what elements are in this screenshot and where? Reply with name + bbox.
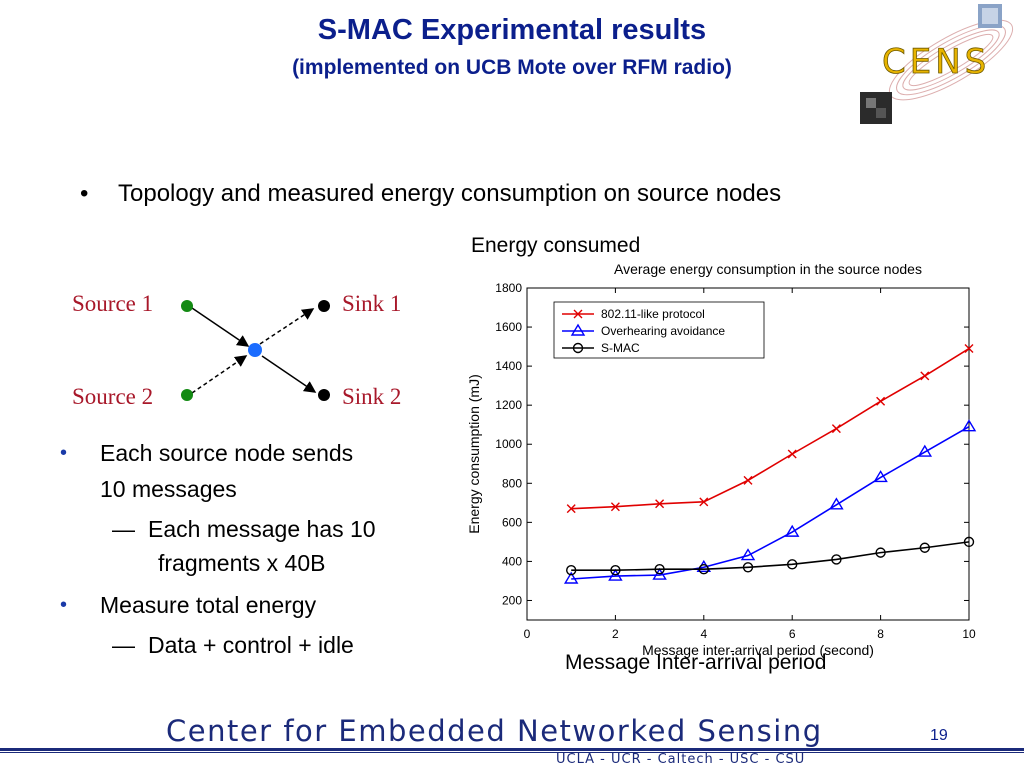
energy-chart: Average energy consumption in the source… — [466, 261, 977, 658]
series-line-0 — [571, 347, 970, 510]
sink2-label: Sink 2 — [342, 384, 402, 409]
legend-label: Overhearing avoidance — [601, 324, 725, 338]
data-point-series-2 — [742, 562, 754, 573]
data-point-series-0 — [610, 502, 620, 512]
data-point-series-0 — [831, 424, 841, 434]
y-axis-label: Energy consumption (mJ) — [466, 374, 482, 534]
source2-label: Source 2 — [72, 384, 154, 409]
data-point-series-2 — [963, 536, 975, 548]
data-point-series-0 — [699, 497, 709, 507]
data-point-series-1 — [917, 444, 933, 457]
x-tick-label: 6 — [789, 627, 796, 641]
y-tick-label: 400 — [502, 554, 522, 568]
data-point-series-2 — [654, 564, 665, 575]
bullet-dot: • — [60, 594, 68, 616]
link-relay-sink1 — [259, 308, 315, 345]
data-point-series-1 — [652, 567, 667, 580]
chart-heading: Energy consumed — [471, 234, 641, 257]
topology-links — [181, 300, 330, 401]
data-point-series-1 — [563, 571, 579, 584]
x-tick-label: 10 — [962, 627, 976, 641]
legend-box — [553, 301, 765, 359]
data-point-series-2 — [610, 565, 621, 576]
slide-subtitle: (implemented on UCB Mote over RFM radio) — [292, 56, 732, 79]
sink2-node — [318, 389, 330, 401]
data-point-series-1 — [784, 524, 800, 537]
source1-node — [181, 300, 193, 312]
x-tick-label: 8 — [877, 627, 884, 641]
y-tick-label: 600 — [502, 515, 522, 529]
data-point-series-2 — [831, 554, 842, 565]
bullet-2-text: Measure total energy — [100, 592, 317, 618]
data-point-series-2 — [875, 547, 886, 558]
cens-logo: CENS — [860, 4, 1014, 124]
chart-title: Average energy consumption in the source… — [614, 261, 922, 277]
x-tick-label: 0 — [524, 627, 531, 641]
sink1-node — [318, 300, 330, 312]
data-point-series-0 — [876, 396, 886, 406]
link-source2-relay — [191, 355, 248, 394]
legend-marker — [573, 309, 583, 319]
bullet-1-line1: Each source node sends — [100, 440, 354, 466]
sub-bullet-2-text: Data + control + idle — [148, 632, 354, 658]
sub-bullet-dash: — — [112, 632, 135, 658]
sink1-label: Sink 1 — [342, 291, 402, 316]
footer-title: Center for Embedded Networked Sensing — [166, 714, 823, 748]
bullet-symbol: • — [80, 180, 89, 207]
y-tick-label: 1400 — [495, 359, 522, 373]
y-tick-label: 1200 — [495, 398, 522, 412]
link-relay-sink2 — [261, 355, 317, 393]
data-point-series-2 — [919, 542, 930, 553]
page-number: 19 — [930, 727, 948, 744]
bullet-1-line2: 10 messages — [100, 476, 237, 502]
data-point-series-1 — [961, 419, 977, 432]
data-point-series-0 — [787, 449, 797, 459]
footer-divider-thin — [0, 752, 1024, 753]
legend-marker — [570, 323, 586, 336]
data-point-series-2 — [698, 564, 709, 575]
link-source1-relay — [191, 307, 250, 347]
source2-node — [181, 389, 193, 401]
x-tick-label: 4 — [700, 627, 707, 641]
data-point-series-0 — [655, 499, 665, 509]
topology-diagram: Source 1 Source 2 Sink 1 Sink 2 — [60, 280, 430, 420]
plot-frame — [526, 287, 970, 621]
y-tick-label: 1800 — [495, 281, 522, 295]
footer-subtitle: UCLA - UCR - Caltech - USC - CSU — [556, 752, 806, 767]
logo-text: CENS — [882, 42, 990, 82]
sub-bullet-1-line1: Each message has 10 — [148, 516, 376, 542]
sub-bullet-dash: — — [112, 516, 135, 542]
y-tick-label: 200 — [502, 593, 522, 607]
data-point-series-2 — [787, 559, 798, 570]
data-point-series-2 — [565, 565, 577, 576]
data-point-series-1 — [740, 548, 756, 561]
data-point-series-1 — [829, 497, 844, 510]
data-point-series-0 — [566, 504, 576, 514]
legend-label: S-MAC — [601, 341, 640, 355]
series-line-1 — [571, 425, 970, 580]
data-point-series-1 — [873, 470, 888, 483]
sub-bullet-1-line2: fragments x 40B — [158, 550, 326, 576]
y-tick-label: 800 — [502, 476, 522, 490]
series-line-2 — [571, 541, 970, 572]
main-bullet-text: Topology and measured energy consumption… — [118, 180, 782, 207]
relay-node — [248, 343, 262, 357]
bullet-dot: • — [60, 442, 68, 464]
footer-divider — [0, 748, 1024, 751]
data-point-series-1 — [608, 568, 623, 581]
x-tick-label: 2 — [612, 627, 619, 641]
data-point-series-0 — [743, 475, 753, 485]
chart-x-caption: Message Inter-arrival period — [565, 651, 827, 674]
y-tick-label: 1600 — [495, 320, 522, 334]
source1-label: Source 1 — [72, 291, 154, 316]
x-axis-label: Message inter-arrival period (second) — [642, 642, 874, 658]
y-tick-label: 1000 — [495, 437, 522, 451]
slide-title: S-MAC Experimental results — [317, 14, 707, 46]
legend-label: 802.11-like protocol — [601, 307, 705, 321]
legend-marker — [572, 342, 584, 354]
data-point-series-0 — [964, 344, 974, 354]
data-point-series-0 — [920, 371, 930, 381]
